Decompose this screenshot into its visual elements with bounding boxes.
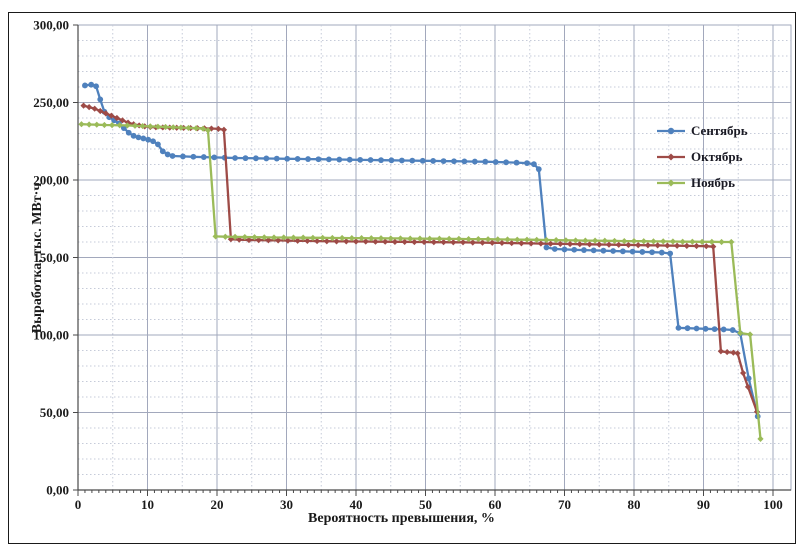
legend-label-october: Октябрь: [691, 149, 743, 164]
legend-label-november: Ноябрь: [691, 175, 736, 190]
y-tick-label: 150,00: [33, 250, 69, 265]
legend-label-september: Сентябрь: [691, 123, 748, 138]
legend-item-november: Ноябрь: [656, 170, 748, 196]
x-axis-title: Вероятность превышения, %: [308, 511, 495, 526]
x-tick-label: 60: [489, 497, 502, 512]
series-Ноябрь: [78, 121, 764, 442]
y-tick-label: 0,00: [46, 483, 69, 498]
september-line-marker-icon: [657, 127, 685, 135]
y-tick-label: 300,00: [33, 18, 69, 33]
series-Сентябрь: [82, 81, 761, 420]
x-tick-label: 10: [141, 497, 154, 512]
x-tick-label: 90: [697, 497, 710, 512]
x-tick-label: 100: [763, 497, 783, 512]
legend: Сентябрь Октябрь Ноябрь: [656, 118, 748, 196]
y-axis-title: Выработка, тыс. МВт·ч: [30, 182, 45, 334]
y-tick-label: 100,00: [33, 328, 69, 343]
legend-item-october: Октябрь: [656, 144, 748, 170]
x-tick-label: 40: [350, 497, 363, 512]
y-tick-label: 50,00: [40, 405, 69, 420]
y-tick-label: 250,00: [33, 95, 69, 110]
y-tick-label: 200,00: [33, 173, 69, 188]
x-tick-label: 70: [558, 497, 571, 512]
november-line-marker-icon: [657, 179, 685, 187]
x-tick-label: 80: [628, 497, 641, 512]
october-line-marker-icon: [657, 153, 685, 161]
x-tick-label: 50: [419, 497, 432, 512]
x-tick-label: 20: [211, 497, 224, 512]
x-tick-label: 30: [280, 497, 293, 512]
legend-item-september: Сентябрь: [656, 118, 748, 144]
x-tick-label: 0: [75, 497, 82, 512]
